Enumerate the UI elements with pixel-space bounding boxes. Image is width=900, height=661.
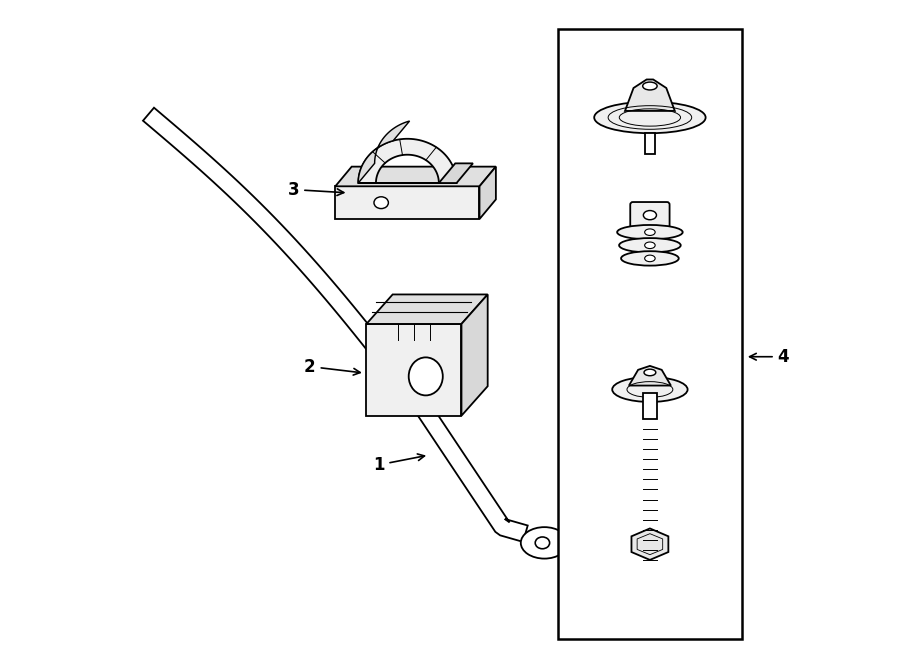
Ellipse shape [374,197,389,209]
Ellipse shape [612,377,688,402]
Ellipse shape [644,369,656,375]
Polygon shape [632,528,669,560]
Polygon shape [366,294,488,324]
Bar [643,419,657,560]
Ellipse shape [536,537,550,549]
Bar [643,393,657,419]
Polygon shape [358,121,410,183]
Ellipse shape [644,211,656,219]
Ellipse shape [521,527,568,559]
Polygon shape [462,294,488,416]
Polygon shape [358,139,456,183]
Text: 2: 2 [304,358,360,375]
Ellipse shape [617,225,683,239]
Text: 1: 1 [373,454,425,474]
Polygon shape [336,167,496,186]
Bar [644,134,655,153]
Text: 4: 4 [750,348,789,366]
Ellipse shape [619,238,680,253]
Polygon shape [439,163,472,183]
Ellipse shape [643,82,657,90]
Ellipse shape [644,229,655,235]
Polygon shape [143,108,527,542]
Polygon shape [480,167,496,219]
Bar [558,29,742,639]
FancyBboxPatch shape [630,202,670,228]
Ellipse shape [644,242,655,249]
Ellipse shape [621,251,679,266]
Ellipse shape [594,102,706,134]
Ellipse shape [409,358,443,395]
Polygon shape [336,186,480,219]
Polygon shape [625,79,675,111]
Polygon shape [629,366,670,385]
Ellipse shape [644,255,655,262]
Text: 3: 3 [288,180,344,198]
Polygon shape [366,324,462,416]
